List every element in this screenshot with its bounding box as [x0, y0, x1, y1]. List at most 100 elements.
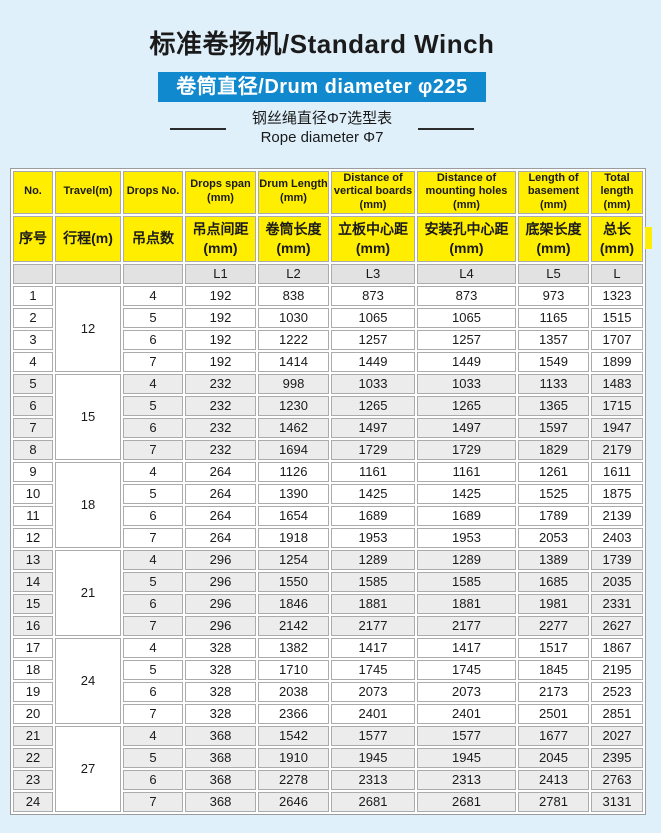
cell-mounting-holes: 1881	[417, 593, 516, 614]
cell-basement-length: 1357	[518, 329, 589, 350]
table-row: 6 5 232 1230 1265 1265 1365 1715	[13, 395, 643, 416]
cell-mounting-holes: 1689	[417, 505, 516, 526]
cell-total-length: 3131	[591, 791, 643, 812]
cell-drops-span: 192	[185, 307, 256, 328]
cell-drops-span: 264	[185, 461, 256, 482]
header-cell-code: L4	[417, 263, 516, 284]
cell-drops: 4	[123, 285, 183, 306]
cell-drops-span: 232	[185, 417, 256, 438]
cell-drops: 7	[123, 703, 183, 724]
header-cell-en: Travel(m)	[55, 170, 121, 214]
cell-drum-length: 1382	[258, 637, 329, 658]
page-title: 标准卷扬机/Standard Winch	[149, 29, 495, 59]
cell-basement-length: 1685	[518, 571, 589, 592]
cell-basement-length: 1517	[518, 637, 589, 658]
cell-drops-span: 232	[185, 395, 256, 416]
cell-drops-span: 192	[185, 285, 256, 306]
cell-drops: 4	[123, 373, 183, 394]
cell-drum-length: 1230	[258, 395, 329, 416]
cell-drops-span: 296	[185, 593, 256, 614]
cell-basement-length: 2173	[518, 681, 589, 702]
cell-vertical-boards: 1289	[331, 549, 415, 570]
cell-vertical-boards: 1953	[331, 527, 415, 548]
cell-no: 15	[13, 593, 53, 614]
header-cell-code: L	[591, 263, 643, 284]
cell-drops-span: 328	[185, 681, 256, 702]
cell-drops: 7	[123, 439, 183, 460]
cell-total-length: 1867	[591, 637, 643, 658]
cell-mounting-holes: 2177	[417, 615, 516, 636]
table-row: 13 21 4 296 1254 1289 1289 1389 1739	[13, 549, 643, 636]
cell-basement-length: 2501	[518, 703, 589, 724]
cell-no: 24	[13, 791, 53, 812]
header-cell-en: Drops No.	[123, 170, 183, 214]
cell-drum-length: 2646	[258, 791, 329, 812]
table-row: 4 7 192 1414 1449 1449 1549 1899	[13, 351, 643, 372]
cell-no: 20	[13, 703, 53, 724]
cell-no: 21	[13, 725, 53, 746]
page-content: 标准卷扬机/Standard Winch 卷筒直径/Drum diameter …	[0, 0, 644, 148]
cell-drops: 7	[123, 791, 183, 812]
cell-total-length: 2195	[591, 659, 643, 680]
cell-mounting-holes: 2073	[417, 681, 516, 702]
cell-drum-length: 1710	[258, 659, 329, 680]
cell-total-length: 2035	[591, 571, 643, 592]
cell-travel: 24	[55, 637, 121, 724]
cell-travel: 27	[55, 725, 121, 812]
cell-mounting-holes: 1577	[417, 725, 516, 746]
header-cell-en: Distance of vertical boards (mm)	[331, 170, 415, 214]
cell-no: 19	[13, 681, 53, 702]
cell-total-length: 1707	[591, 329, 643, 350]
cell-basement-length: 2781	[518, 791, 589, 812]
cell-drum-length: 2142	[258, 615, 329, 636]
header-cell-code: L3	[331, 263, 415, 284]
cell-drum-length: 1126	[258, 461, 329, 482]
cell-no: 4	[13, 351, 53, 372]
cell-basement-length: 2277	[518, 615, 589, 636]
cell-mounting-holes: 1289	[417, 549, 516, 570]
cell-vertical-boards: 1729	[331, 439, 415, 460]
cell-drops: 7	[123, 351, 183, 372]
header-cell-code	[13, 263, 53, 284]
header-cell-cn: 吊点间距 (mm)	[185, 215, 256, 262]
spec-table-head: No. Travel(m) Drops No. Drops span (mm) Drum…	[13, 170, 643, 284]
cell-travel: 12	[55, 285, 121, 372]
cell-basement-length: 1261	[518, 461, 589, 482]
cell-total-length: 1899	[591, 351, 643, 372]
cell-drum-length: 1654	[258, 505, 329, 526]
cell-vertical-boards: 1425	[331, 483, 415, 504]
header-cell-cn: 安装孔中心距 (mm)	[417, 215, 516, 262]
header-cell-en: Total length (mm)	[591, 170, 643, 214]
cell-mounting-holes: 1257	[417, 329, 516, 350]
header-cell-en: No.	[13, 170, 53, 214]
cell-total-length: 2179	[591, 439, 643, 460]
cell-no: 22	[13, 747, 53, 768]
header-cell-en: Drops span (mm)	[185, 170, 256, 214]
header-cell-code: L1	[185, 263, 256, 284]
cell-basement-length: 1549	[518, 351, 589, 372]
cell-drops: 4	[123, 725, 183, 746]
cell-vertical-boards: 1745	[331, 659, 415, 680]
cell-no: 14	[13, 571, 53, 592]
cell-mounting-holes: 2401	[417, 703, 516, 724]
cell-drops: 6	[123, 769, 183, 790]
cell-mounting-holes: 1161	[417, 461, 516, 482]
cell-drops: 4	[123, 461, 183, 482]
cell-mounting-holes: 1729	[417, 439, 516, 460]
table-row: 3 6 192 1222 1257 1257 1357 1707	[13, 329, 643, 350]
cell-no: 1	[13, 285, 53, 306]
subtitle-line-cn: 钢丝绳直径Φ7选型表	[251, 110, 393, 127]
cell-no: 13	[13, 549, 53, 570]
cell-total-length: 1875	[591, 483, 643, 504]
cell-drum-length: 1030	[258, 307, 329, 328]
cell-drops: 5	[123, 395, 183, 416]
cell-total-length: 2331	[591, 593, 643, 614]
cell-no: 16	[13, 615, 53, 636]
cell-basement-length: 1525	[518, 483, 589, 504]
cell-total-length: 2523	[591, 681, 643, 702]
cell-mounting-holes: 1945	[417, 747, 516, 768]
cell-vertical-boards: 1881	[331, 593, 415, 614]
header-cell-cn: 吊点数	[123, 215, 183, 262]
cell-basement-length: 1365	[518, 395, 589, 416]
cell-total-length: 1483	[591, 373, 643, 394]
